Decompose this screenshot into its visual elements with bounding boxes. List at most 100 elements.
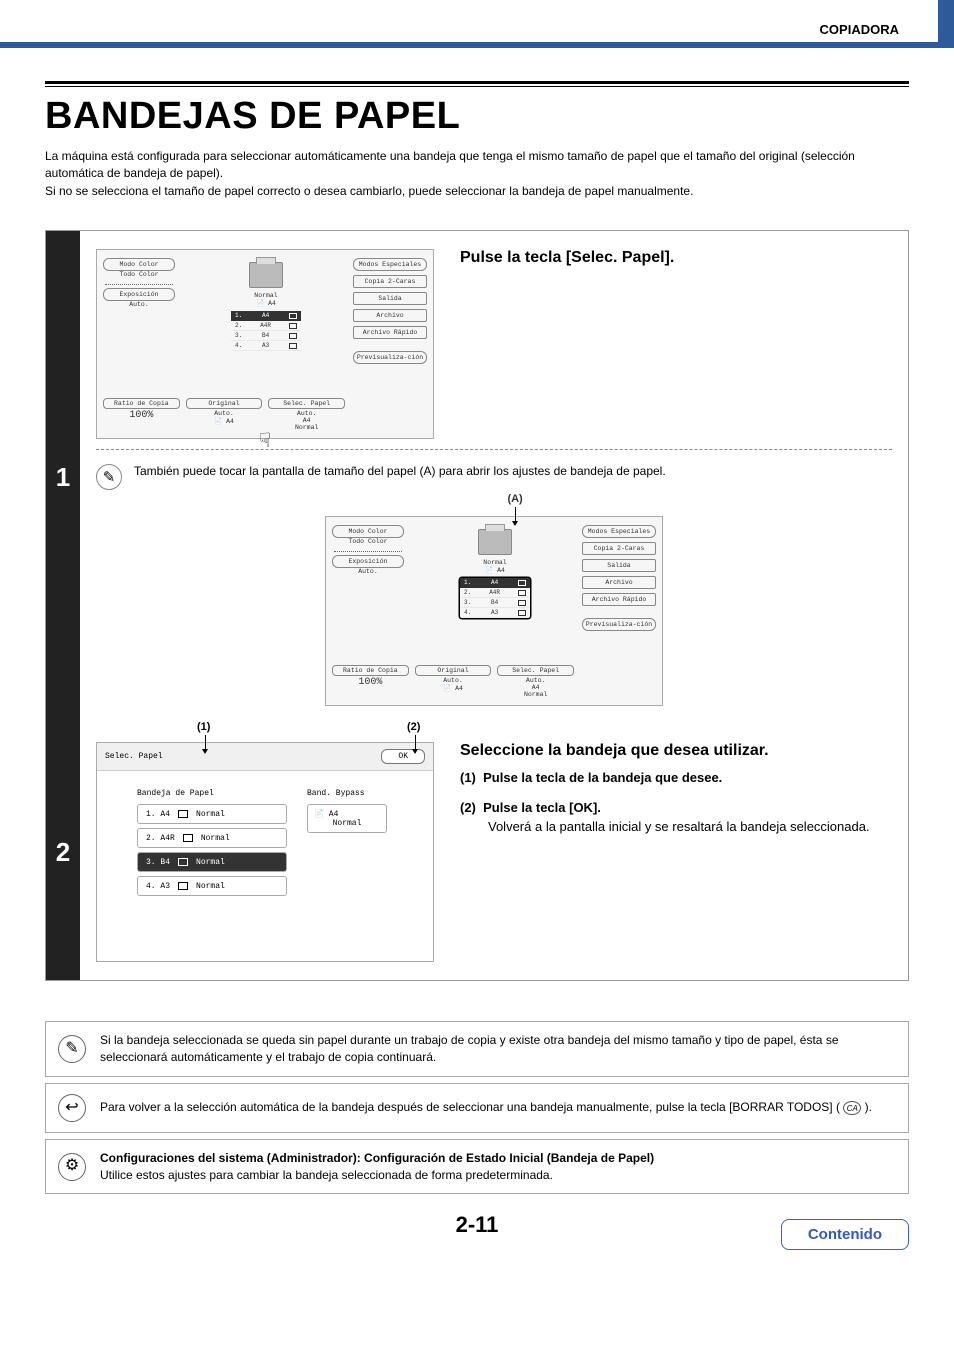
panel-salida-button[interactable]: Salida (353, 292, 427, 305)
panel2-original-v2: A4 (455, 685, 463, 692)
panel2-salida-button[interactable]: Salida (582, 559, 656, 572)
tray-row-1-type: Normal (196, 810, 225, 819)
tray-icon (289, 333, 297, 339)
tray-icon (518, 580, 526, 586)
callout-2-arrow (412, 749, 418, 754)
callout-a-arrow (512, 521, 518, 526)
contents-button[interactable]: Contenido (781, 1219, 909, 1250)
panel-archivo-rapido-button[interactable]: Archivo Rápido (353, 326, 427, 339)
tray-col2-title: Band. Bypass (307, 789, 387, 798)
panel-ratio-label[interactable]: Ratio de Copia (103, 398, 180, 409)
callout-a-label: (A) (507, 493, 522, 505)
panel-selec-v1: Auto. (297, 410, 317, 417)
bypass-type: Normal (314, 819, 380, 828)
panel2-modos-especiales-button[interactable]: Modos Especiales (582, 525, 656, 538)
panel-original-label[interactable]: Original (186, 398, 263, 409)
p2-tray-4-num: 4. (464, 609, 471, 616)
tray-icon (183, 834, 193, 842)
tray-row-1[interactable]: 1. A4 Normal (137, 804, 287, 824)
p2-tray-1-size: A4 (491, 579, 498, 586)
panel2-paper-size: A4 (497, 567, 505, 574)
tray-row-2[interactable]: 2. A4R Normal (137, 828, 287, 848)
tray-icon (518, 590, 526, 596)
tray-row-3-id: 3. B4 (146, 858, 170, 867)
copier-display-panel-2: (A) Modo Color Todo Color Exposición Aut… (325, 516, 663, 706)
info-box-3-body: Utilice estos ajustes para cambiar la ba… (100, 1167, 654, 1184)
panel-modos-especiales-button[interactable]: Modos Especiales (353, 258, 427, 271)
tray-icon (289, 323, 297, 329)
ca-badge-icon: CA (843, 1101, 861, 1115)
panel2-archivo-button[interactable]: Archivo (582, 576, 656, 589)
bypass-tray-button[interactable]: 📄 A4 Normal (307, 804, 387, 833)
tray-icon (178, 882, 188, 890)
panel-selec-v2: A4 (303, 417, 311, 424)
tray-row-4-id: 4. A3 (146, 882, 170, 891)
panel-previsualizacion-button[interactable]: Previsualiza-ción (353, 351, 427, 364)
return-icon: ↩ (58, 1094, 86, 1122)
ok-button[interactable]: OK (381, 749, 425, 764)
p2-tray-3-num: 3. (464, 599, 471, 606)
panel-selec-papel-label[interactable]: Selec. Papel (268, 398, 345, 409)
step-1-title: Pulse la tecla [Selec. Papel]. (460, 249, 892, 267)
top-edge-accent (938, 0, 954, 48)
tray-1-num: 1. (235, 312, 242, 319)
tap-hand-icon: ☟ (259, 428, 271, 454)
tray-row-2-type: Normal (201, 834, 230, 843)
callout-2-line (415, 735, 416, 749)
info-box-1-text: Si la bandeja seleccionada se queda sin … (100, 1032, 896, 1066)
callout-1-line (205, 735, 206, 749)
p2-tray-2-size: A4R (489, 589, 500, 596)
tray-icon (518, 610, 526, 616)
callout-a-line (515, 507, 516, 521)
tray-row-3-type: Normal (196, 858, 225, 867)
panel-modo-color-button[interactable]: Modo Color (103, 258, 175, 271)
tray-icon (178, 858, 188, 866)
callout-1-label: (1) (197, 721, 210, 733)
intro-paragraph-2: Si no se selecciona el tamaño de papel c… (45, 183, 909, 200)
panel2-selec-v1: Auto. (526, 677, 546, 684)
panel-exposicion-button[interactable]: Exposición (103, 288, 175, 301)
tray-row-3[interactable]: 3. B4 Normal (137, 852, 287, 872)
panel-selec-v3: Normal (295, 424, 318, 431)
panel2-original-label[interactable]: Original (415, 665, 492, 676)
panel2-modo-color-button[interactable]: Modo Color (332, 525, 404, 538)
panel-paper-size: A4 (268, 300, 276, 307)
panel2-selec-v2: A4 (532, 684, 540, 691)
tray-row-2-id: 2. A4R (146, 834, 175, 843)
panel2-modo-color-value: Todo Color (332, 538, 404, 545)
title-rule-thick (45, 81, 909, 84)
panel2-original-v1: Auto. (443, 677, 463, 684)
note-icon: ✎ (96, 464, 122, 490)
info-box-1: ✎ Si la bandeja seleccionada se queda si… (45, 1021, 909, 1077)
panel2-ratio-label[interactable]: Ratio de Copia (332, 665, 409, 676)
tray-selection-panel: (1) (2) Selec. Papel OK (96, 742, 434, 962)
panel2-selec-papel-label[interactable]: Selec. Papel (497, 665, 574, 676)
section-header: COPIADORA (45, 0, 909, 37)
tray-icon (289, 343, 297, 349)
tray-panel-title: Selec. Papel (105, 752, 163, 761)
step2-sub2-text: Pulse la tecla [OK]. (483, 800, 601, 815)
panel2-previsualizacion-button[interactable]: Previsualiza-ción (582, 618, 656, 631)
panel2-copia-2caras-button[interactable]: Copia 2-Caras (582, 542, 656, 555)
panel-copia-2caras-button[interactable]: Copia 2-Caras (353, 275, 427, 288)
panel2-exposicion-button[interactable]: Exposición (332, 555, 404, 568)
tray-3-num: 3. (235, 332, 242, 339)
callout-2-label: (2) (407, 721, 420, 733)
info-box-2-text-b: ). (865, 1100, 872, 1114)
tray-icon (178, 810, 188, 818)
page-title: BANDEJAS DE PAPEL (45, 95, 909, 138)
pencil-icon: ✎ (58, 1035, 86, 1063)
tray-row-4[interactable]: 4. A3 Normal (137, 876, 287, 896)
tray-2-num: 2. (235, 322, 242, 329)
intro-paragraph-1: La máquina está configurada para selecci… (45, 148, 909, 183)
printer-icon (249, 262, 283, 288)
step2-sub2-num: (2) (460, 800, 476, 815)
info-box-3: ⚙ Configuraciones del sistema (Administr… (45, 1139, 909, 1195)
panel-ratio-value: 100% (129, 410, 153, 421)
p2-tray-3-size: B4 (491, 599, 498, 606)
panel-archivo-button[interactable]: Archivo (353, 309, 427, 322)
panel2-archivo-rapido-button[interactable]: Archivo Rápido (582, 593, 656, 606)
tray-2-size: A4R (260, 322, 271, 329)
top-bar-accent (0, 42, 938, 48)
panel-original-v2: A4 (226, 418, 234, 425)
